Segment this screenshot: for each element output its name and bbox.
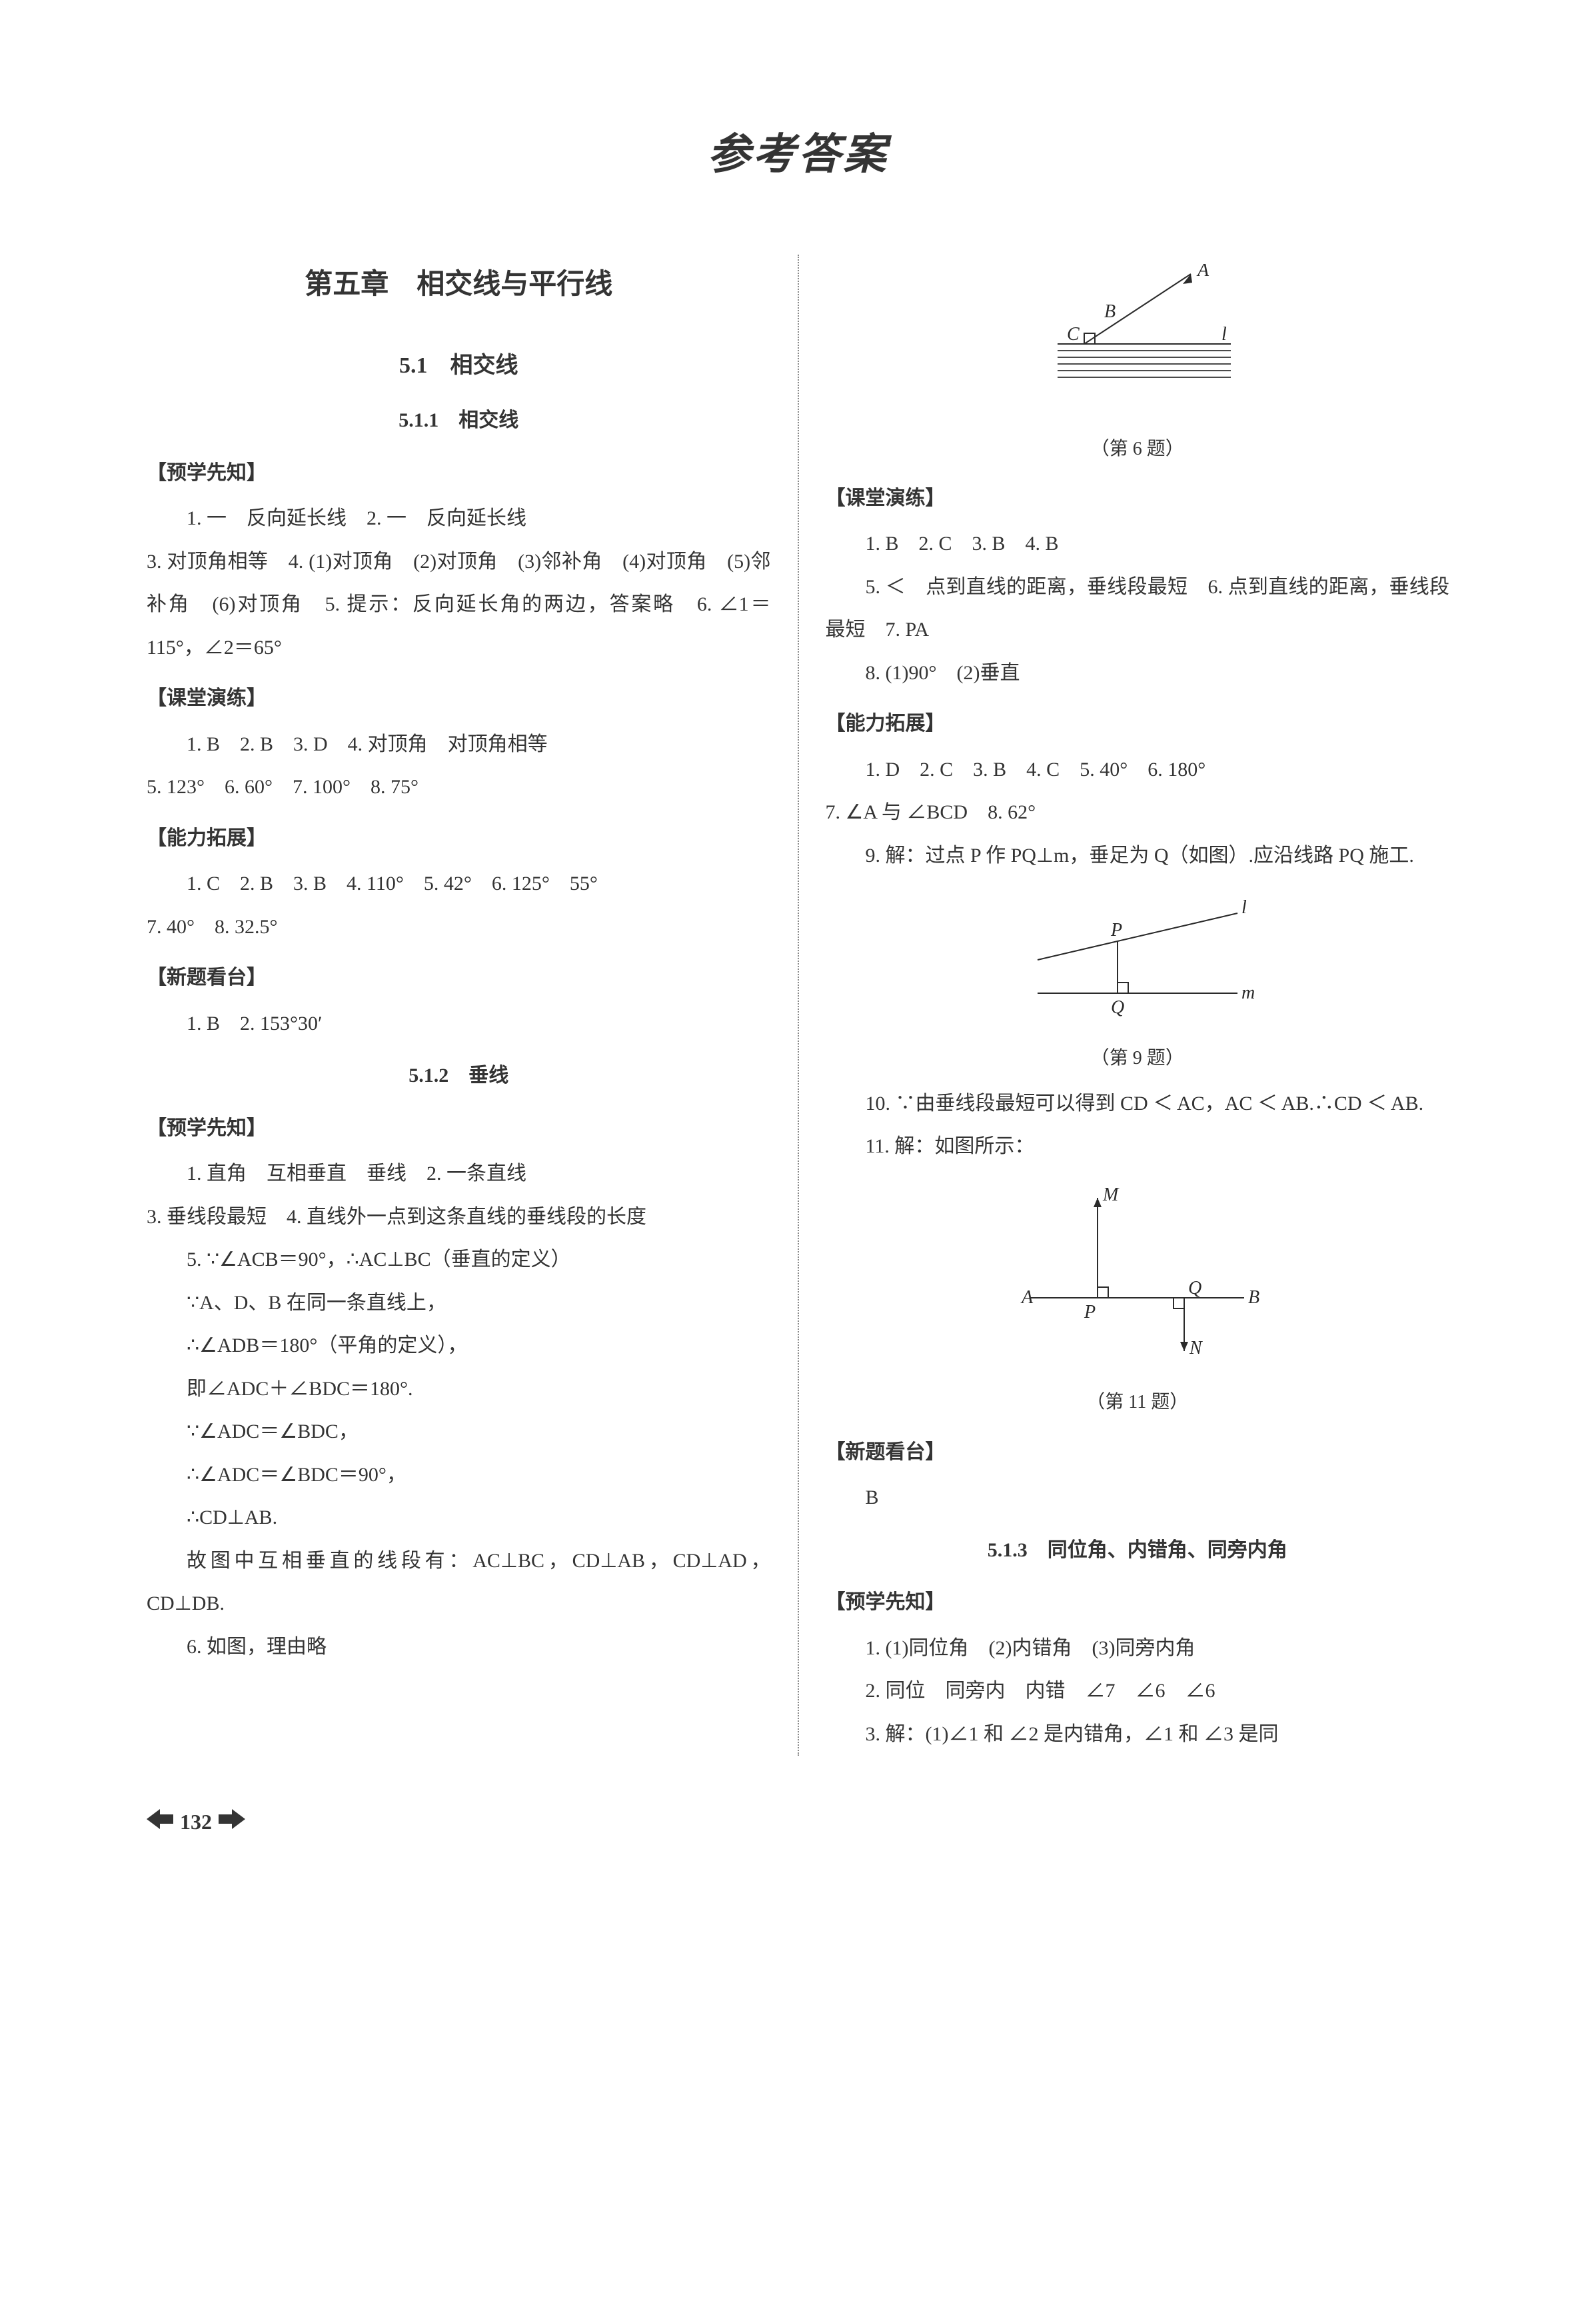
block-yuxue-3: 【预学先知】 (826, 1581, 1450, 1624)
label-P: P (1084, 1302, 1096, 1322)
column-left: 第五章 相交线与平行线 5.1 相交线 5.1.1 相交线 【预学先知】 1. … (147, 255, 799, 1756)
block-xinti-2: 【新题看台】 (826, 1431, 1450, 1474)
subsection-title-5-1-3: 5.1.3 同位角、内错角、同旁内角 (826, 1529, 1450, 1572)
block-yuxue-2: 【预学先知】 (147, 1107, 771, 1151)
figure-11-caption: （第 11 题） (826, 1382, 1450, 1422)
text-line: 8. (1)90° (2)垂直 (826, 652, 1450, 695)
page-number: 132 (180, 1810, 212, 1834)
text-line: 1. B 2. C 3. B 4. B (826, 523, 1450, 566)
label-P: P (1110, 920, 1122, 941)
label-A: A (1196, 264, 1209, 281)
figure-11-svg: A B P Q M N (1011, 1178, 1264, 1364)
label-l: l (1221, 324, 1227, 345)
text-line: 2. 同位 同旁内 内错 ∠7 ∠6 ∠6 (826, 1670, 1450, 1713)
label-A: A (1020, 1287, 1034, 1308)
block-ketang-2: 【课堂演练】 (826, 477, 1450, 521)
figure-6-caption: （第 6 题） (826, 429, 1450, 469)
figure-11: A B P Q M N （第 11 题） (826, 1178, 1450, 1423)
text-line: 3. 垂线段最短 4. 直线外一点到这条直线的垂线段的长度 (147, 1196, 771, 1239)
text-line: 1. B 2. 153°30′ (147, 1003, 771, 1046)
text-line: ∴CD⊥AB. (147, 1496, 771, 1540)
figure-6: A B C l （第 6 题） (826, 264, 1450, 469)
text-line: 5. ∵∠ACB＝90°，∴AC⊥BC（垂直的定义） (147, 1238, 771, 1282)
text-line: 5. ＜ 点到直线的距离，垂线段最短 6. 点到直线的距离，垂线段最短 7. P… (826, 566, 1450, 652)
text-line: B (826, 1476, 1450, 1520)
text-line: ∵A、D、B 在同一条直线上， (147, 1282, 771, 1325)
label-C: C (1067, 324, 1080, 345)
figure-9: P Q l m （第 9 题） (826, 887, 1450, 1079)
subsection-title-5-1-2: 5.1.2 垂线 (147, 1055, 771, 1098)
column-right: A B C l （第 6 题） 【课堂演练】 1. B 2. C 3. B 4.… (799, 255, 1450, 1756)
figure-9-caption: （第 9 题） (826, 1039, 1450, 1079)
label-N: N (1189, 1338, 1203, 1358)
decorative-arrow-icon (219, 1809, 245, 1834)
label-m: m (1241, 983, 1255, 1003)
block-ketang-1: 【课堂演练】 (147, 677, 771, 721)
text-line: 1. B 2. B 3. D 4. 对顶角 对顶角相等 (147, 723, 771, 767)
text-line: 5. 123° 6. 60° 7. 100° 8. 75° (147, 766, 771, 809)
label-l: l (1241, 897, 1247, 918)
text-line: ∴∠ADB＝180°（平角的定义）， (147, 1324, 771, 1368)
label-Q: Q (1111, 997, 1124, 1018)
block-yuxue-1: 【预学先知】 (147, 452, 771, 495)
decorative-arrow-icon (147, 1809, 173, 1834)
text-line: 3. 解：(1)∠1 和 ∠2 是内错角，∠1 和 ∠3 是同 (826, 1713, 1450, 1756)
label-M: M (1102, 1184, 1120, 1205)
block-nengli-2: 【能力拓展】 (826, 703, 1450, 746)
page-footer: 132 (147, 1809, 1449, 1834)
chapter-title: 第五章 相交线与平行线 (147, 255, 771, 315)
label-Q: Q (1188, 1278, 1201, 1298)
text-line: ∴∠ADC＝∠BDC＝90°， (147, 1454, 771, 1497)
text-line: 1. C 2. B 3. B 4. 110° 5. 42° 6. 125° 55… (147, 863, 771, 906)
label-B: B (1248, 1287, 1259, 1308)
text-line: ∵∠ADC＝∠BDC， (147, 1410, 771, 1454)
text-line: 11. 解：如图所示： (826, 1125, 1450, 1168)
figure-6-svg: A B C l (1038, 264, 1237, 411)
text-line: 3. 对顶角相等 4. (1)对顶角 (2)对顶角 (3)邻补角 (4)对顶角 … (147, 541, 771, 670)
text-line: 1. 一 反向延长线 2. 一 反向延长线 (147, 497, 771, 541)
text-line: 1. D 2. C 3. B 4. C 5. 40° 6. 180° (826, 749, 1450, 792)
text-line: 故图中互相垂直的线段有：AC⊥BC，CD⊥AB，CD⊥AD，CD⊥DB. (147, 1540, 771, 1626)
two-column-layout: 第五章 相交线与平行线 5.1 相交线 5.1.1 相交线 【预学先知】 1. … (147, 255, 1449, 1756)
block-nengli-1: 【能力拓展】 (147, 817, 771, 861)
text-line: 即∠ADC＋∠BDC＝180°. (147, 1368, 771, 1411)
text-line: 6. 如图，理由略 (147, 1626, 771, 1669)
figure-9-svg: P Q l m (1018, 887, 1257, 1020)
block-xinti-1: 【新题看台】 (147, 957, 771, 1000)
section-title-5-1: 5.1 相交线 (147, 341, 771, 390)
text-line: 1. (1)同位角 (2)内错角 (3)同旁内角 (826, 1627, 1450, 1670)
page-title: 参考答案 (147, 120, 1449, 181)
label-B: B (1104, 301, 1116, 322)
text-line: 7. 40° 8. 32.5° (147, 906, 771, 949)
text-line: 9. 解：过点 P 作 PQ⊥m，垂足为 Q（如图）.应沿线路 PQ 施工. (826, 835, 1450, 878)
subsection-title-5-1-1: 5.1.1 相交线 (147, 399, 771, 443)
text-line: 1. 直角 互相垂直 垂线 2. 一条直线 (147, 1153, 771, 1196)
text-line: 7. ∠A 与 ∠BCD 8. 62° (826, 791, 1450, 835)
text-line: 10. ∵由垂线段最短可以得到 CD ＜ AC，AC ＜ AB.∴CD ＜ AB… (826, 1083, 1450, 1126)
